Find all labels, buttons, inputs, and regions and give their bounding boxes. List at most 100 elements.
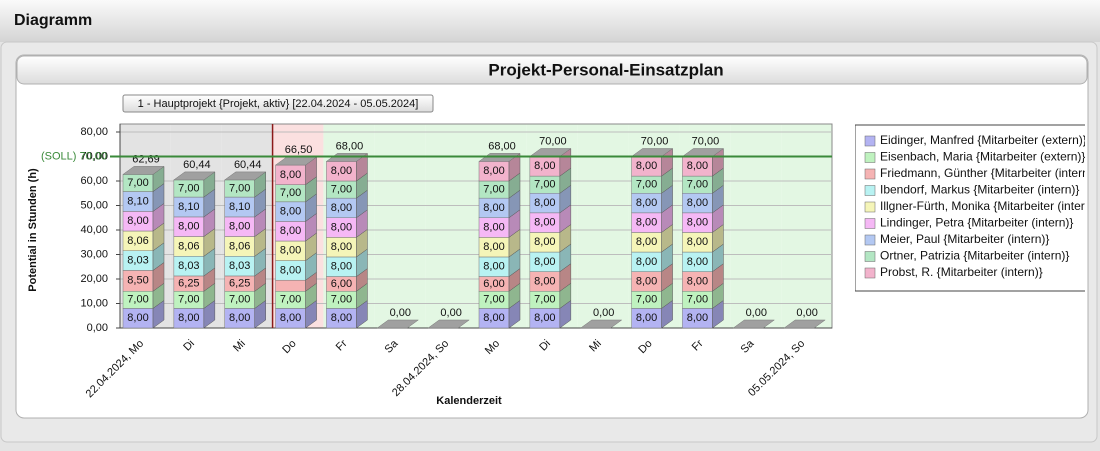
data-label: 8,00 (483, 261, 504, 273)
bar-segment (275, 279, 306, 292)
total-label: 70,00 (641, 135, 669, 147)
y-axis-title: Potential in Stunden (h) (27, 168, 39, 292)
data-label: 7,00 (331, 294, 352, 306)
total-label: 0,00 (746, 307, 767, 319)
category-background (730, 124, 782, 328)
data-label: 8,06 (127, 235, 148, 247)
legend-swatch (864, 234, 876, 246)
total-label: 0,00 (796, 307, 817, 319)
legend-label: Probst, R. {Mitarbeiter (intern)} (880, 265, 1043, 279)
data-label: 8,00 (636, 217, 657, 229)
plot: 0,00 10,00 20,00 30,00 40,00 50,00 60,00 70,00 8… (41, 123, 833, 400)
title-bar (0, 0, 1100, 42)
legend-label: Lindinger, Petra {Mitarbeiter (intern)} (880, 216, 1073, 230)
y-tick-label: 0,00 (87, 322, 108, 334)
data-label: 8,00 (331, 165, 352, 177)
data-label: 6,25 (229, 278, 250, 290)
legend-swatch (864, 152, 876, 163)
legend-swatch (864, 185, 876, 196)
bar-top (223, 171, 267, 181)
data-label: 7,00 (127, 177, 148, 189)
data-label: 8,00 (636, 312, 657, 324)
data-label: 8,00 (534, 256, 555, 268)
total-label: 68,00 (488, 140, 516, 152)
data-label: 7,00 (127, 294, 148, 306)
data-label: 8,00 (331, 202, 352, 214)
total-label: 0,00 (390, 307, 411, 319)
bar-top (579, 319, 623, 329)
y-tick-label: 80,00 (80, 126, 108, 138)
data-label: 8,10 (178, 201, 199, 213)
data-label: 8,00 (178, 312, 199, 324)
legend-swatch (864, 251, 876, 262)
legend-label: Illgner-Fürth, Monika {Mitarbeiter (inte… (880, 199, 1099, 213)
legend-label: Ortner, Patrizia {Mitarbeiter (intern)} (880, 249, 1069, 263)
data-label: 8,00 (127, 312, 148, 324)
data-label: 8,00 (534, 160, 555, 172)
total-label: 68,00 (336, 140, 364, 152)
data-label: 7,00 (687, 179, 708, 191)
data-label: 7,00 (534, 294, 555, 306)
legend-label: Friedmann, Günther {Mitarbeiter (intern)… (880, 166, 1097, 180)
data-label: 8,03 (229, 260, 250, 272)
data-label: 8,00 (229, 221, 250, 233)
legend-box (855, 124, 1085, 292)
window-title: Diagramm (14, 12, 92, 29)
bar-top (376, 319, 420, 329)
data-label: 7,00 (483, 294, 504, 306)
data-label: 8,00 (280, 312, 301, 324)
data-label: 8,03 (127, 254, 148, 266)
data-label: 8,00 (687, 312, 708, 324)
data-label: 8,00 (534, 217, 555, 229)
panel-header (16, 55, 1088, 85)
data-label: 7,00 (331, 183, 352, 195)
y-tick-label: 10,00 (80, 297, 108, 309)
category-background (577, 124, 629, 328)
data-label: 8,00 (687, 275, 708, 287)
total-label: 0,00 (440, 307, 461, 319)
y-tick-label: 70,00 (80, 150, 108, 162)
data-label: 8,00 (636, 275, 657, 287)
data-label: 8,03 (178, 260, 199, 272)
legend-label: Ibendorf, Markus {Mitarbeiter (intern)} (880, 183, 1079, 197)
total-label: 60,44 (183, 159, 211, 171)
reference-label: (SOLL) 70,00 (41, 150, 107, 162)
data-label: 8,00 (687, 256, 708, 268)
data-label: 8,00 (636, 256, 657, 268)
data-label: 8,06 (178, 240, 199, 252)
category-background (374, 124, 426, 328)
data-label: 8,00 (483, 221, 504, 233)
data-label: 8,00 (331, 261, 352, 273)
legend-swatch (864, 201, 876, 213)
data-label: 7,00 (178, 182, 199, 194)
data-label: 8,00 (280, 169, 301, 181)
y-tick-label: 30,00 (80, 248, 108, 260)
data-label: 7,00 (636, 294, 657, 306)
bar-top (783, 319, 826, 329)
data-label: 7,00 (229, 182, 250, 194)
data-label: 8,00 (280, 264, 301, 276)
legend-swatch (864, 218, 876, 229)
bar-top (122, 166, 165, 175)
data-label: 7,00 (280, 187, 301, 199)
data-label: 8,00 (331, 312, 352, 324)
data-label: 8,00 (534, 236, 555, 248)
legend-label: Meier, Paul {Mitarbeiter (intern)} (880, 232, 1049, 246)
data-label: 6,00 (483, 278, 504, 290)
data-label: 8,00 (687, 160, 708, 172)
data-label: 8,00 (178, 221, 199, 233)
project-button[interactable] (122, 94, 434, 113)
category-background (781, 124, 832, 328)
x-axis-title: Kalenderzeit (436, 395, 502, 407)
project-button-label[interactable]: 1 - Hauptprojekt {Projekt, aktiv} [22.04… (138, 98, 419, 110)
data-label: 8,00 (331, 221, 352, 233)
total-label: 70,00 (692, 135, 720, 147)
data-label: 8,00 (483, 241, 504, 253)
legend: Eidinger, Manfred {Mitarbeiter (extern)}… (864, 133, 1099, 279)
data-label: 8,00 (687, 197, 708, 209)
data-label: 8,00 (483, 165, 504, 177)
data-label: 8,00 (127, 215, 148, 227)
data-label: 8,00 (636, 197, 657, 209)
